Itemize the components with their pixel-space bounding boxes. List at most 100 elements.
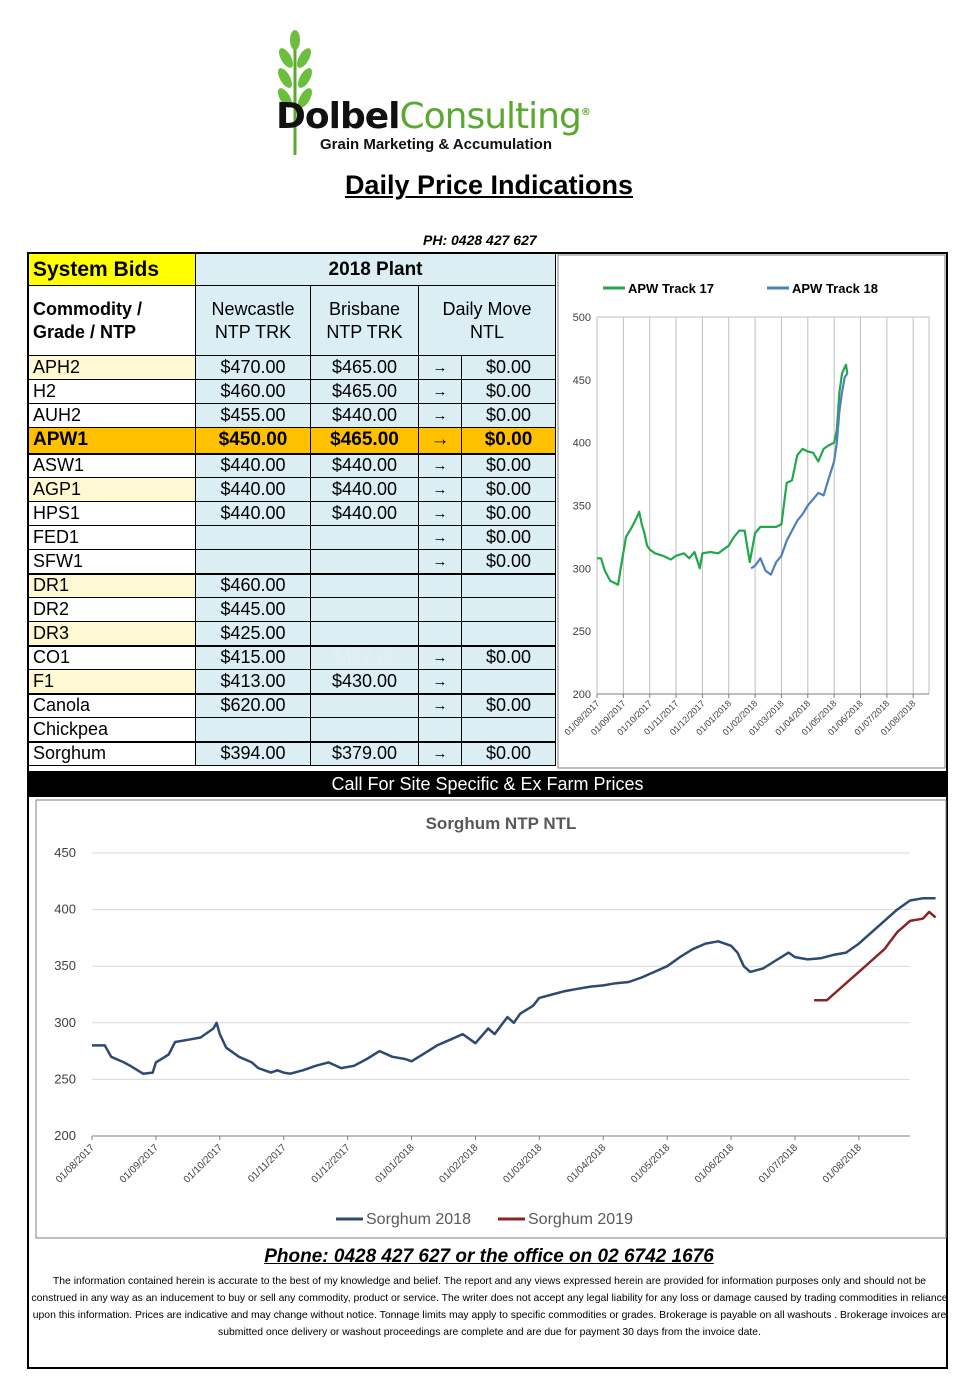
chart-border xyxy=(557,254,946,769)
daily-move: $0.00 xyxy=(461,549,556,574)
grade: AUH2 xyxy=(28,403,196,428)
brisbane-price: $440.00 xyxy=(310,477,419,502)
grade: F1 xyxy=(28,669,196,694)
table-row: DR3 $425.00 xyxy=(28,621,556,646)
newcastle-price: $460.00 xyxy=(195,572,311,598)
brisbane-price: $440.00 xyxy=(310,501,419,526)
table-row: H2 $460.00 $465.00 → $0.00 xyxy=(28,379,556,404)
table-row: ASW1 $440.00 $440.00 → $0.00 xyxy=(28,452,556,478)
grade: Sorghum xyxy=(28,740,196,766)
page-title: Daily Price Indications xyxy=(344,170,634,200)
grade: APW1 xyxy=(28,427,196,454)
daily-move: $0.00 xyxy=(461,477,556,502)
plant-label: 2018 Plant xyxy=(195,253,556,286)
y-tick-label: 200 xyxy=(54,1128,76,1143)
table-row: HPS1 $440.00 $440.00 → $0.00 xyxy=(28,501,556,526)
table-row: Canola $620.00 → $0.00 xyxy=(28,692,556,718)
phone-line: Phone: 0428 427 627 or the office on 02 … xyxy=(264,1246,714,1267)
daily-move: $0.00 xyxy=(461,692,556,718)
newcastle-price xyxy=(195,525,311,550)
daily-move: $0.00 xyxy=(461,403,556,428)
wheat-icon xyxy=(278,30,312,155)
grade: AGP1 xyxy=(28,477,196,502)
newcastle-price: $415.00 xyxy=(195,644,311,670)
table-row: AUH2 $455.00 $440.00 → $0.00 xyxy=(28,403,556,428)
legend-label: Sorghum 2018 xyxy=(366,1211,471,1228)
brisbane-price: $379.00 xyxy=(310,740,419,766)
company-logo: DolbelConsulting® Grain Marketing & Accu… xyxy=(270,30,630,160)
phone-short: PH: 0428 427 627 xyxy=(423,232,537,248)
move-arrow: → xyxy=(418,427,462,454)
y-tick-label: 500 xyxy=(573,312,591,324)
brisbane-price: $422.00 xyxy=(310,644,419,670)
y-tick-label: 200 xyxy=(573,689,591,701)
brisbane-price: $440.00 xyxy=(310,403,419,428)
call-banner: Call For Site Specific & Ex Farm Prices xyxy=(28,771,947,797)
brisbane-price: $430.00 xyxy=(310,669,419,694)
newcastle-price: $620.00 xyxy=(195,692,311,718)
newcastle-price: $455.00 xyxy=(195,403,311,428)
brisbane-price xyxy=(310,525,419,550)
grade: Canola xyxy=(28,692,196,718)
grade: H2 xyxy=(28,379,196,404)
daily-move: $0.00 xyxy=(461,740,556,766)
series-line-1 xyxy=(750,372,849,576)
move-arrow: → xyxy=(418,549,462,574)
brisbane-price xyxy=(310,572,419,598)
table-row: FED1 → $0.00 xyxy=(28,525,556,550)
table-row: APH2 $470.00 $465.00 → $0.00 xyxy=(28,355,556,380)
daily-move xyxy=(461,597,556,622)
table-row: F1 $413.00 $430.00 → xyxy=(28,669,556,694)
daily-move-header: Daily Move NTL xyxy=(418,285,556,356)
y-tick-label: 450 xyxy=(54,845,76,860)
y-tick-label: 300 xyxy=(573,563,591,575)
grade-header: Commodity / Grade / NTP xyxy=(28,285,196,356)
move-arrow: → xyxy=(418,692,462,718)
daily-move xyxy=(461,621,556,646)
series-line-0 xyxy=(597,363,849,586)
grade: CO1 xyxy=(28,644,196,670)
newcastle-price: $440.00 xyxy=(195,501,311,526)
newcastle-price: $445.00 xyxy=(195,597,311,622)
grade: FED1 xyxy=(28,525,196,550)
grade: DR1 xyxy=(28,572,196,598)
newcastle-header: Newcastle NTP TRK xyxy=(195,285,311,356)
newcastle-price: $450.00 xyxy=(195,427,311,454)
move-arrow: → xyxy=(418,452,462,478)
daily-move xyxy=(461,669,556,694)
brisbane-price: $465.00 xyxy=(310,427,419,454)
table-row: APW1 $450.00 $465.00 → $0.00 xyxy=(28,427,556,454)
brisbane-price: $440.00 xyxy=(310,452,419,478)
brisbane-price xyxy=(310,549,419,574)
brisbane-price xyxy=(310,597,419,622)
newcastle-price: $394.00 xyxy=(195,740,311,766)
system-bids-label: System Bids xyxy=(28,253,196,286)
newcastle-price: $440.00 xyxy=(195,477,311,502)
daily-move: $0.00 xyxy=(461,525,556,550)
chart-border xyxy=(35,799,947,1239)
grade: SFW1 xyxy=(28,549,196,574)
y-tick-label: 250 xyxy=(573,626,591,638)
table-row: CO1 $415.00 $422.00 → $0.00 xyxy=(28,644,556,670)
grade: APH2 xyxy=(28,355,196,380)
daily-move: $0.00 xyxy=(461,452,556,478)
price-table: System Bids 2018 Plant Commodity / Grade… xyxy=(28,253,556,766)
series-line-0 xyxy=(92,897,936,1075)
move-arrow: → xyxy=(418,740,462,766)
series-line-1 xyxy=(814,910,937,1002)
newcastle-price: $425.00 xyxy=(195,621,311,646)
legend-label: Sorghum 2019 xyxy=(528,1211,633,1228)
move-arrow: → xyxy=(418,379,462,404)
table-row: Chickpea xyxy=(28,717,556,742)
move-arrow xyxy=(418,621,462,646)
daily-move: $0.00 xyxy=(461,379,556,404)
y-tick-label: 250 xyxy=(54,1071,76,1086)
y-tick-label: 450 xyxy=(573,375,591,387)
table-row: DR1 $460.00 xyxy=(28,572,556,598)
brisbane-price: $465.00 xyxy=(310,379,419,404)
y-tick-label: 350 xyxy=(54,958,76,973)
move-arrow xyxy=(418,572,462,598)
daily-move: $0.00 xyxy=(461,501,556,526)
brisbane-price: $465.00 xyxy=(310,355,419,380)
newcastle-price xyxy=(195,717,311,742)
